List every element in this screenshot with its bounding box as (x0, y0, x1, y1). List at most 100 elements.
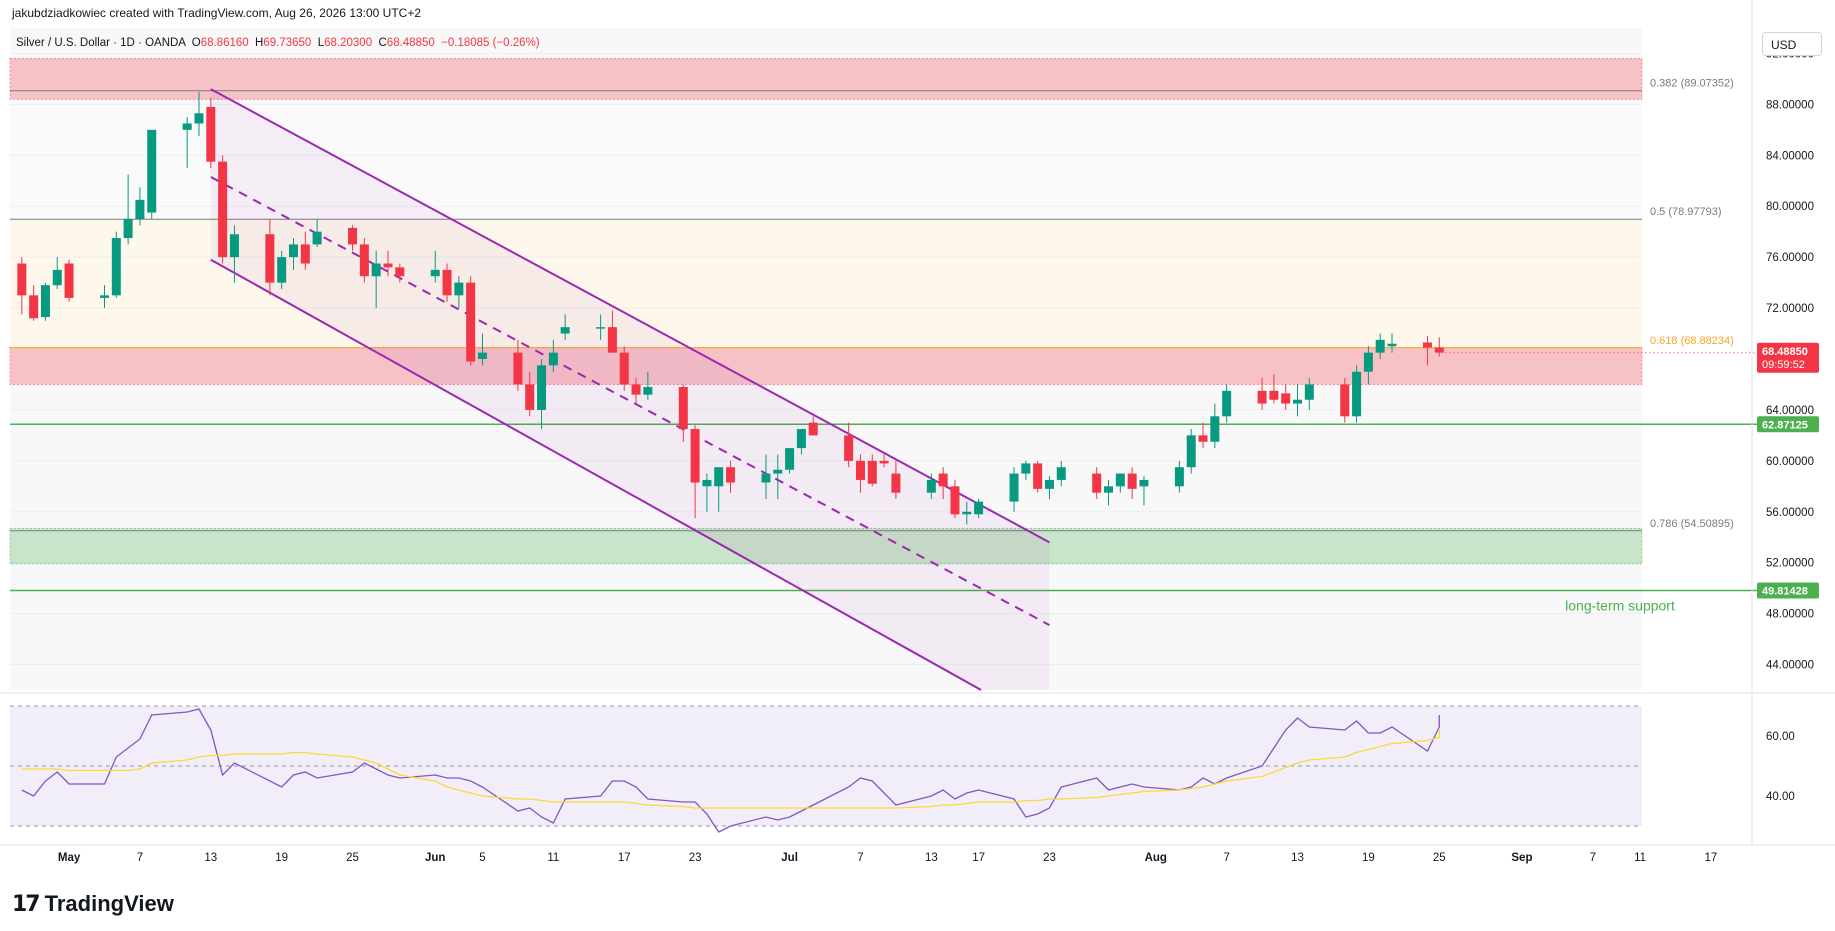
rsi-pane-bg (10, 700, 1642, 835)
x-tick-label: 13 (1291, 852, 1304, 864)
y-tick-label: 88.00000 (1766, 99, 1814, 111)
last-price-countdown: 09:59:52 (1762, 359, 1805, 371)
x-tick-label: Jun (425, 852, 445, 864)
candle-body (1174, 467, 1184, 487)
candle (123, 174, 133, 245)
candle (1021, 460, 1031, 480)
x-tick-label: 13 (204, 852, 217, 864)
candle (938, 467, 948, 500)
candle-body (442, 269, 452, 296)
candle-body (855, 460, 865, 480)
y-tick-label: 48.00000 (1766, 609, 1814, 621)
x-tick-label: 25 (346, 852, 359, 864)
candle-body (1352, 371, 1362, 417)
candle-body (1222, 390, 1232, 417)
candle (17, 257, 27, 315)
candle (1422, 336, 1432, 366)
tradingview-logo-icon: 17 (12, 891, 41, 917)
y-tick-label: 56.00000 (1766, 507, 1814, 519)
candle-body (312, 231, 322, 245)
candle-body (761, 473, 771, 483)
zone-1 (9, 347, 1643, 385)
candle-body (1269, 390, 1279, 400)
x-tick-label: 19 (1362, 852, 1375, 864)
fib-label-1: 0.5 (78.97793) (1650, 206, 1722, 218)
candle (1092, 467, 1102, 500)
x-tick-label: 7 (857, 852, 863, 864)
candle-body (1139, 479, 1149, 487)
candle (926, 473, 936, 500)
candle (477, 333, 487, 366)
y-tick-label: 80.00000 (1766, 201, 1814, 213)
candle (1139, 476, 1149, 506)
candle (867, 454, 877, 487)
candle-body (1257, 390, 1267, 404)
candle (312, 218, 322, 247)
currency-button[interactable]: USD (1762, 32, 1822, 56)
candle (466, 276, 476, 366)
candle-body (17, 263, 27, 296)
candle-body (785, 448, 795, 470)
candle (596, 314, 606, 340)
candle (678, 384, 688, 442)
candle (1434, 337, 1444, 357)
candle (726, 460, 736, 493)
x-tick-label: 7 (1590, 852, 1596, 864)
y-tick-label: 76.00000 (1766, 252, 1814, 264)
candle (773, 454, 783, 500)
x-tick-label: 17 (1705, 852, 1718, 864)
candle (1115, 473, 1125, 493)
candle (395, 263, 405, 283)
candle-body (596, 327, 606, 329)
candle (182, 117, 192, 169)
last-price-label: 68.48850 (1762, 346, 1808, 358)
tradingview-logo-text: TradingView (44, 891, 174, 916)
y-tick-label: 64.00000 (1766, 405, 1814, 417)
candle (99, 285, 109, 309)
candle-body (1304, 384, 1314, 400)
candle (454, 276, 464, 309)
candle-body (371, 263, 381, 277)
candle-body (111, 238, 121, 296)
zone-2 (9, 527, 1643, 565)
candle (1304, 378, 1314, 410)
long-term-support-label: long-term support (1565, 598, 1675, 614)
candle-body (962, 511, 972, 515)
candle (891, 460, 901, 500)
candle (796, 429, 806, 455)
candle (52, 257, 62, 289)
candle-body (1021, 463, 1031, 474)
candle-body (99, 295, 109, 298)
candle (135, 187, 145, 226)
candle (619, 346, 629, 391)
candle-body (537, 365, 547, 410)
candle-body (1044, 479, 1054, 489)
candle-body (678, 387, 688, 430)
rsi-tick-label: 40.00 (1766, 791, 1795, 803)
x-tick-label: Sep (1511, 852, 1532, 864)
candle (111, 231, 121, 298)
candle-body (714, 467, 724, 487)
candle-body (1340, 384, 1350, 417)
candle-body (1104, 486, 1114, 493)
x-tick-label: 5 (479, 852, 485, 864)
channel-middle-line (210, 176, 1050, 626)
candle (277, 250, 287, 289)
candle-body (430, 269, 440, 277)
candle-body (265, 234, 275, 283)
x-tick-label: 11 (1634, 852, 1646, 864)
candle (879, 454, 889, 468)
candle-body (1033, 463, 1043, 489)
candle (206, 98, 216, 169)
candle (1198, 422, 1208, 449)
candle-body (135, 199, 145, 219)
candle (631, 378, 641, 404)
candle (371, 250, 381, 309)
rsi-tick-label: 60.00 (1766, 731, 1795, 743)
candle (785, 448, 795, 474)
candle (537, 359, 547, 430)
y-tick-label: 52.00000 (1766, 558, 1814, 570)
support-price-tag-0 (1757, 416, 1819, 433)
tradingview-logo[interactable]: 17 TradingView (12, 890, 174, 918)
